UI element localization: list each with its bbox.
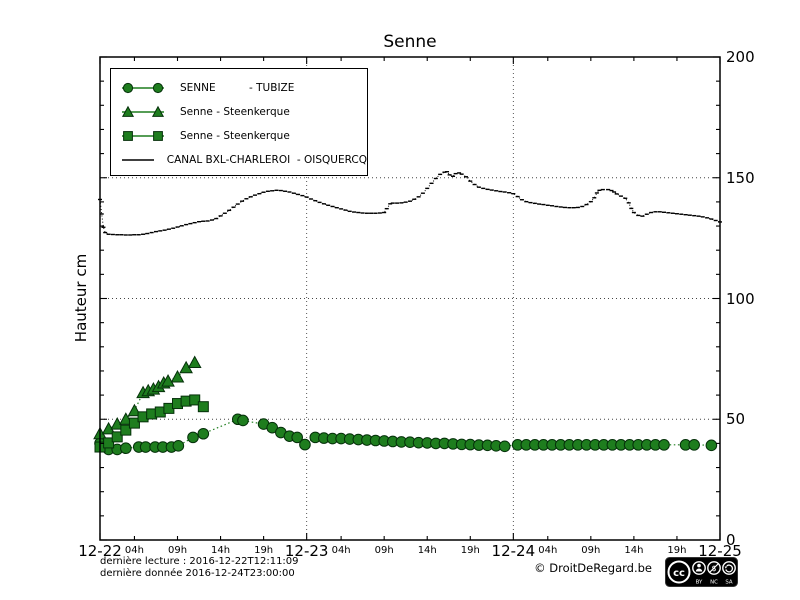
x-tick-hour-label: 19h — [460, 545, 480, 556]
x-tick-day-label: 12-22 — [78, 542, 122, 560]
x-tick-hour-label: 04h — [538, 545, 558, 556]
legend-item-label: Senne - Steenkerque — [180, 130, 290, 142]
x-tick-hour-label: 04h — [124, 545, 144, 556]
x-tick-hour-label: 04h — [331, 545, 351, 556]
x-tick-day-label: 12-23 — [284, 542, 329, 560]
sa-share-alike-icon — [722, 561, 736, 575]
x-tick-hour-label: 14h — [417, 545, 437, 556]
x-tick-hour-label: 14h — [624, 545, 644, 556]
line-legend-marker — [122, 159, 154, 161]
legend-item: Senne - Steenkerque — [119, 124, 367, 148]
x-tick-hour-label: 19h — [667, 545, 687, 556]
nc-no-money-icon: $ — [707, 561, 721, 575]
legend-item-label: CANAL BXL-CHARLEROI - OISQUERCQ — [166, 154, 367, 166]
nc-label: NC — [710, 580, 718, 586]
y-tick-label: 0 — [726, 531, 736, 549]
copyright-text: © DroitDeRegard.be — [534, 561, 652, 575]
y-tick-label: 150 — [726, 168, 755, 187]
square-legend-marker — [122, 131, 164, 141]
footer-info: dernière lecture : 2016-12-22T12:11:09 d… — [100, 556, 299, 580]
y-tick-label: 100 — [726, 289, 755, 308]
by-person-icon — [692, 561, 706, 575]
legend-item-label: Senne - Steenkerque — [180, 106, 290, 118]
x-tick-day-label: 12-25 — [698, 542, 742, 560]
cc-icon-text: cc — [673, 568, 685, 579]
last-reading-text: dernière lecture : 2016-12-22T12:11:09 — [100, 556, 299, 567]
x-tick-hour-label: 09h — [374, 545, 394, 556]
legend: SENNE - TUBIZE Senne - Steenkerque Senne -… — [110, 68, 368, 176]
x-tick-hour-label: 09h — [581, 545, 601, 556]
chart-title: Senne — [383, 32, 437, 52]
triangle-legend-marker — [121, 105, 165, 117]
y-tick-label: 50 — [726, 410, 746, 429]
y-tick-label: 200 — [726, 48, 755, 66]
x-tick-day-label: 12-24 — [491, 542, 536, 560]
x-tick-hour-label: 14h — [211, 545, 231, 556]
legend-item-label: SENNE - TUBIZE — [180, 82, 295, 94]
sa-label: SA — [725, 580, 733, 586]
cc-icon — [667, 560, 691, 584]
legend-item: Senne - Steenkerque — [119, 100, 367, 124]
x-tick-hour-label: 09h — [167, 545, 188, 556]
circle-legend-marker — [122, 82, 164, 94]
last-data-text: dernière donnée 2016-12-24T23:00:00 — [100, 568, 295, 579]
legend-item: CANAL BXL-CHARLEROI - OISQUERCQ — [119, 148, 367, 172]
cc-license-badge[interactable]: cc $ BY NC SA — [665, 557, 738, 587]
legend-item: SENNE - TUBIZE — [119, 76, 367, 100]
x-tick-hour-label: 19h — [254, 545, 274, 556]
by-label: BY — [696, 580, 703, 586]
